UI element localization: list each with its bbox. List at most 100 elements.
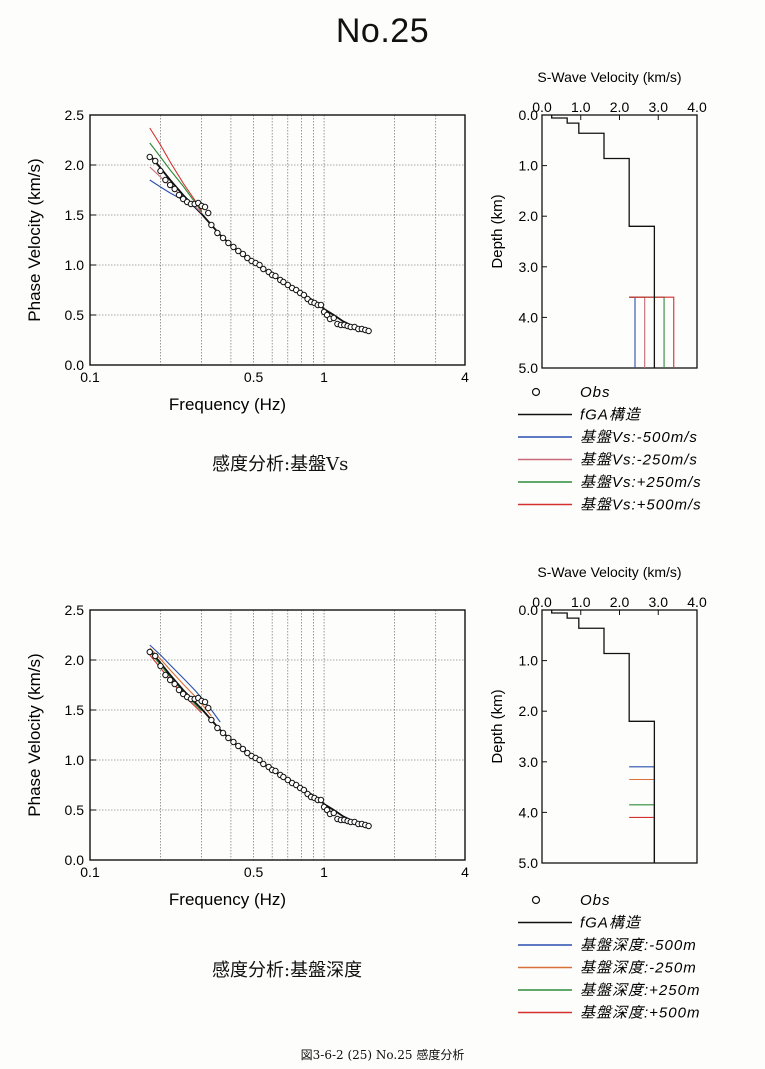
legend-row: Obs (531, 384, 610, 401)
top-caption: 感度分析:基盤Vs (212, 454, 349, 475)
y-tick-label: 1.0 (65, 752, 85, 768)
y-tick-label: 2.0 (519, 208, 539, 224)
y-tick-label: 2.5 (65, 602, 85, 618)
obs-point (272, 767, 279, 775)
y-tick-label: 1.0 (519, 653, 539, 669)
profile-area: S-Wave Velocity (km/s) 0.0 1.0 2.0 3.0 4.0 0.0… (489, 564, 707, 871)
obs-point (280, 773, 287, 781)
profile-area: S-Wave Velocity (km/s) 0.0 1.0 2.0 3.0 4.0 0.0… (489, 69, 707, 376)
y-tick-label: 3.0 (519, 754, 539, 770)
obs-point (235, 742, 242, 750)
fga-profile (551, 610, 656, 863)
plot-frame (541, 609, 698, 864)
y-tick-label: 0.5 (65, 307, 85, 323)
x-tick-label: 0.1 (80, 864, 100, 880)
legend-row: fGA構造 (518, 407, 641, 424)
plot-frame (89, 114, 466, 366)
legend-label: 基盤Vs:+500m/s (580, 497, 702, 514)
legend-marker (531, 895, 541, 905)
x-axis-title: S-Wave Velocity (km/s) (537, 564, 681, 580)
obs-point (162, 671, 169, 679)
obs-point (239, 250, 247, 258)
legend-row: 基盤深度:-500m (518, 937, 697, 954)
y-tick-label: 5.0 (519, 855, 539, 871)
obs-point (284, 281, 292, 289)
legend-row: 基盤深度:-250m (518, 960, 696, 977)
obs-point (272, 272, 279, 280)
y-tick-label: 0.5 (65, 802, 85, 818)
obs-point (171, 185, 178, 193)
obs-point (256, 756, 263, 764)
x-tick-label: 0.5 (244, 369, 264, 385)
legend-label: fGA構造 (580, 915, 642, 932)
obs-point (201, 698, 209, 706)
x-tick-label: 0.0 (532, 99, 552, 115)
obs-point (284, 776, 292, 784)
obs-point (239, 745, 247, 753)
obs-point (208, 221, 215, 229)
y-tick-label: 3.0 (519, 259, 539, 275)
obs-point (317, 301, 325, 309)
obs-point (175, 191, 183, 199)
obs-point (208, 716, 215, 724)
obs-point (201, 203, 209, 211)
y-tick-label: 1.5 (65, 207, 85, 223)
x-tick-label: 0.0 (532, 594, 552, 610)
x-tick-label: 3.0 (649, 594, 669, 610)
top-dispersion-chart: 0.0 0.5 1.0 1.5 2.0 2.5 0.1 0.5 1 4 Frequency (Hz)… (25, 107, 469, 414)
obs-point (214, 724, 221, 732)
x-tick-label: 4.0 (687, 99, 707, 115)
x-tick-label: 4 (461, 864, 469, 880)
y-tick-label: 1.0 (65, 257, 85, 273)
variation-profile (629, 778, 655, 863)
x-tick-label: 2.0 (610, 594, 630, 610)
legend-label: 基盤深度:-500m (580, 937, 697, 954)
obs-point (225, 734, 232, 742)
series-line (149, 179, 203, 214)
obs-point (244, 254, 251, 262)
y-axis-label: Depth (km) (489, 194, 506, 268)
y-tick-label: 0.0 (519, 602, 539, 618)
top-velocity-profile-chart: S-Wave Velocity (km/s) 0.0 1.0 2.0 3.0 4.0 0.0… (489, 69, 707, 376)
legend-row: fGA構造 (518, 915, 642, 932)
obs-point (146, 153, 153, 161)
legend-row: 基盤Vs:-500m/s (518, 429, 698, 446)
x-tick-label: 1.0 (571, 594, 591, 610)
legend-row: 基盤Vs:-250m/s (518, 452, 697, 469)
y-axis-label: Phase Velocity (km/s) (25, 653, 44, 816)
variation-profile (629, 766, 655, 863)
obs-point (166, 676, 174, 684)
plot-frame (541, 114, 698, 369)
legend-row: Obs (531, 892, 611, 909)
y-axis-label: Phase Velocity (km/s) (25, 158, 44, 321)
variation-profile (629, 296, 646, 368)
x-axis-label: Frequency (Hz) (169, 395, 286, 414)
obs-point (230, 738, 237, 746)
obs-point (219, 729, 227, 737)
legend-label: Obs (580, 892, 611, 909)
variation-profile (629, 296, 675, 368)
legend-label: 基盤深度:+250m (580, 982, 700, 999)
obs-point (235, 247, 242, 255)
obs-point (317, 796, 325, 804)
y-tick-label: 4.0 (519, 804, 539, 820)
y-tick-label: 0.0 (65, 357, 85, 373)
obs-point (244, 749, 251, 757)
y-tick-label: 2.0 (65, 652, 85, 668)
obs-point (300, 786, 308, 794)
variation-profile (629, 804, 655, 863)
obs-point (162, 176, 169, 184)
y-tick-label: 5.0 (519, 360, 539, 376)
obs-point (152, 652, 159, 660)
obs-point (205, 704, 212, 712)
y-tick-label: 1.5 (65, 702, 85, 718)
x-axis-title: S-Wave Velocity (km/s) (537, 69, 681, 85)
x-tick-label: 1 (320, 369, 328, 385)
y-tick-label: 4.0 (519, 309, 539, 325)
x-tick-label: 0.5 (244, 864, 264, 880)
x-tick-label: 3.0 (649, 99, 669, 115)
obs-point (219, 234, 227, 242)
variation-profile (629, 816, 655, 863)
legend-label: 基盤Vs:-500m/s (580, 429, 698, 446)
